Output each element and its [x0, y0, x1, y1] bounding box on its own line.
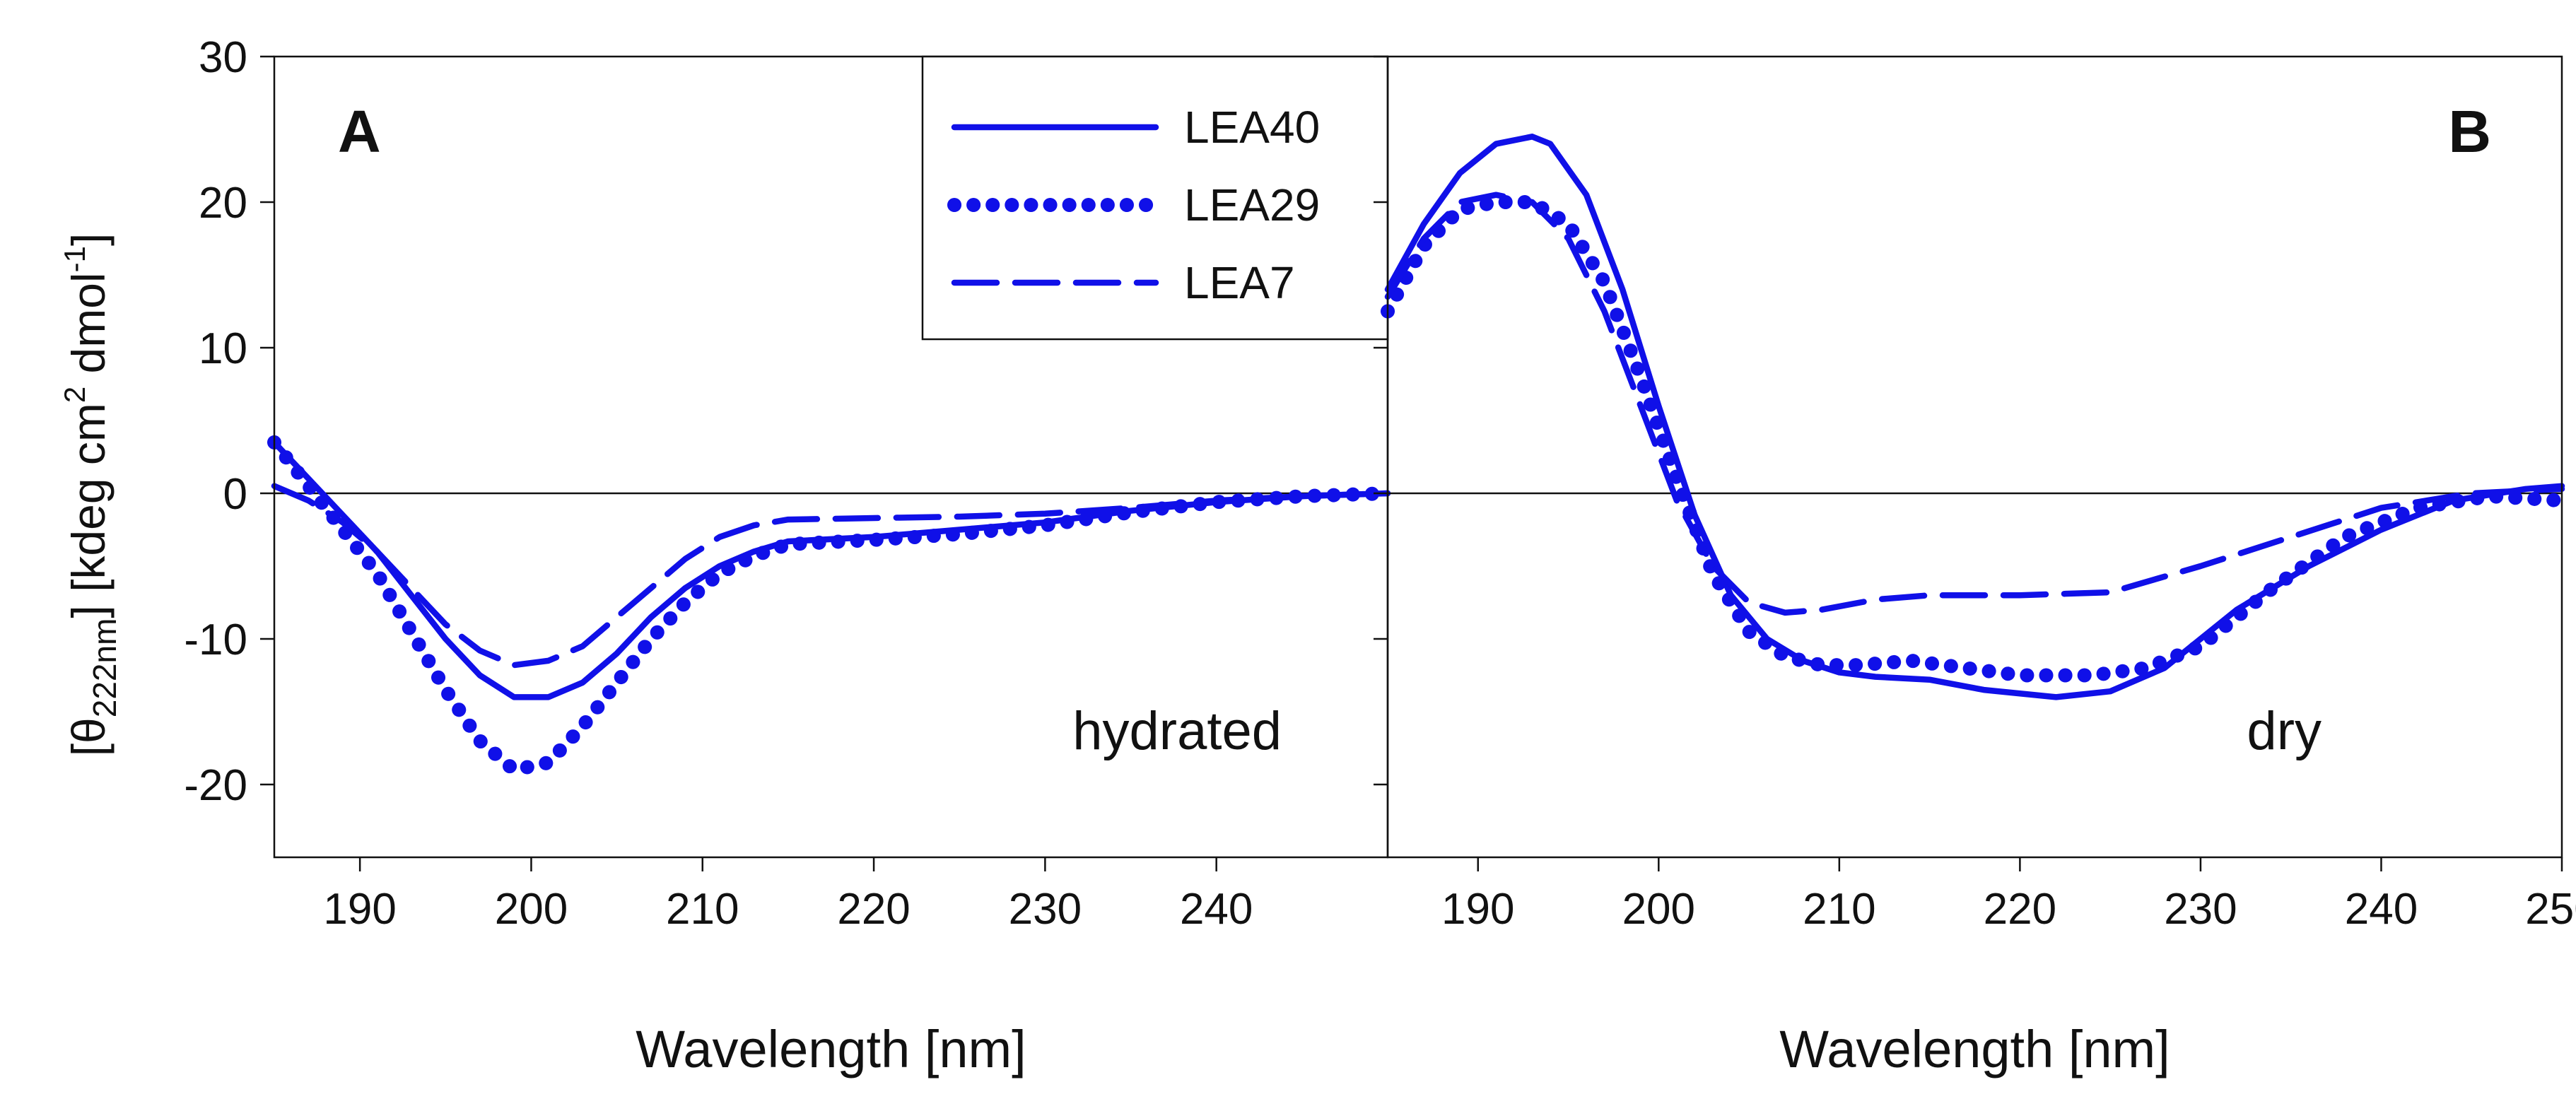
x-tick-label: 240 [2345, 885, 2418, 934]
y-axis-label-cm-power: 2 [58, 387, 91, 403]
legend-label: LEA40 [1184, 102, 1320, 153]
panel-annotation: dry [2247, 701, 2322, 761]
y-tick-label: 10 [199, 324, 247, 373]
x-tick-label: 210 [666, 885, 739, 934]
legend: LEA40 LEA29 LEA7 [921, 55, 1389, 341]
x-tick-label: 220 [1984, 885, 2056, 934]
x-tick-label: 200 [1622, 885, 1695, 934]
legend-label: LEA7 [1184, 257, 1295, 308]
y-axis-label-after: dmol [62, 272, 115, 386]
y-tick-label: -10 [184, 616, 247, 664]
series-line-lea7 [271, 483, 1391, 669]
y-axis-label-dmol-power: -1 [58, 246, 91, 272]
x-tick-label: 210 [1803, 885, 1875, 934]
y-axis-label: [θ222nm] [kdeg cm2 dmol-1] [58, 233, 123, 757]
x-tick-label: 230 [1009, 885, 1082, 934]
y-tick-label: 0 [223, 470, 247, 519]
y-tick-label: -20 [184, 761, 247, 810]
panel-annotation: hydrated [1072, 701, 1282, 761]
x-tick-label: 240 [1180, 885, 1253, 934]
series-line-lea7 [1384, 192, 2565, 616]
y-axis-label-middle: ] [kdeg cm [62, 403, 115, 618]
panel-letter: A [338, 98, 381, 165]
y-axis-label-close: ] [62, 233, 115, 246]
y-axis-label-open: [θ [62, 717, 115, 756]
x-axis-title: Wavelength [nm] [1779, 1020, 2170, 1079]
x-tick-label: 250 [2525, 885, 2576, 934]
series-line-lea29 [1381, 195, 2569, 683]
series-line-lea29 [267, 435, 1395, 777]
legend-label: LEA29 [1184, 180, 1320, 230]
series-line-lea40 [271, 439, 1391, 700]
x-axis-title: Wavelength [nm] [636, 1020, 1026, 1079]
y-tick-label: 20 [199, 179, 247, 228]
panel-a: 190 200 210 220 230 240 -20 -10 0 10 20 30 Wavelengt… [184, 33, 1395, 1079]
y-tick-label: 30 [199, 33, 247, 82]
x-tick-label: 230 [2164, 885, 2237, 934]
y-axis-label-subscript: 222nm [86, 618, 123, 718]
plots: 190 200 210 220 230 240 -20 -10 0 10 20 30 Wavelengt… [184, 33, 2576, 1079]
x-tick-label: 200 [495, 885, 568, 934]
x-tick-label: 190 [323, 885, 396, 934]
x-tick-label: 190 [1441, 885, 1514, 934]
panel-letter: B [2448, 98, 2491, 165]
x-tick-label: 220 [837, 885, 910, 934]
plot-frame [1386, 55, 2563, 859]
